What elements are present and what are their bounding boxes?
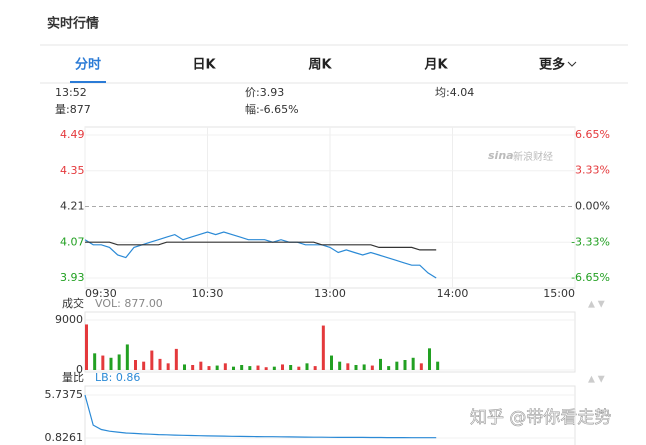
y-tick-label: 0.8261 xyxy=(45,431,84,444)
volume-bar xyxy=(125,344,129,370)
volume-bar xyxy=(142,361,146,370)
panel-subtitle: LB: 0.86 xyxy=(95,371,140,384)
volume-bar xyxy=(354,365,358,370)
quote-price: 价:3.93 xyxy=(245,86,284,99)
volume-bar xyxy=(419,363,423,370)
volume-bar xyxy=(264,367,268,370)
y2-tick-label: -6.65% xyxy=(571,271,610,284)
panel-subtitle: VOL: 877.00 xyxy=(95,297,163,310)
volume-bar xyxy=(370,365,374,370)
y-tick-label: 4.35 xyxy=(60,164,85,177)
y-tick-label: 9000 xyxy=(55,313,83,326)
panel-title: 成交 xyxy=(62,296,84,310)
y-tick-label: 4.07 xyxy=(60,235,85,248)
header-title: 实时行情 xyxy=(47,16,99,32)
x-tick-label: 09:30 xyxy=(85,287,117,300)
volume-bar xyxy=(289,365,293,370)
y2-tick-label: 3.33% xyxy=(575,164,610,177)
volume-bar xyxy=(403,360,407,370)
volume-bar xyxy=(248,366,252,370)
volume-bar xyxy=(166,363,170,370)
volume-bar xyxy=(85,324,88,370)
volume-bar xyxy=(215,365,219,370)
chevron xyxy=(567,61,577,67)
y-tick-label: 0 xyxy=(76,363,83,376)
x-tick-label: 15:00 xyxy=(543,287,575,300)
volume-bar xyxy=(321,325,325,370)
volume-bar xyxy=(297,366,301,370)
volume-bar xyxy=(330,355,333,370)
x-tick-label: 13:00 xyxy=(314,287,346,300)
y2-tick-label: 0.00% xyxy=(575,200,610,213)
volume-bar xyxy=(117,354,121,370)
watermark-brand: sina xyxy=(488,149,514,162)
volume-bar xyxy=(232,366,235,370)
volume-bar xyxy=(387,366,391,370)
x-tick-label: 14:00 xyxy=(437,287,469,300)
volume-bar xyxy=(256,365,260,370)
watermark-source: 新浪财经 xyxy=(513,150,553,163)
volume-bar xyxy=(362,364,366,370)
volume-bar xyxy=(272,366,276,370)
volume-bar xyxy=(207,366,211,370)
tab[interactable]: 日K xyxy=(192,58,216,73)
y2-tick-label: -3.33% xyxy=(571,235,610,248)
y2-tick-label: 6.65% xyxy=(575,128,610,141)
volume-bar xyxy=(240,365,244,370)
scroll-arrows: ▲ ▼ xyxy=(588,300,605,310)
volume-bar xyxy=(101,355,105,370)
y-tick-label: 4.49 xyxy=(60,128,85,141)
panel-title: 量比 xyxy=(62,371,84,384)
volume-bar xyxy=(338,361,342,370)
tab[interactable]: 更多 xyxy=(539,57,565,73)
tab[interactable]: 月K xyxy=(423,58,448,73)
line-series xyxy=(84,231,437,279)
quote-average: 均:4.04 xyxy=(435,86,474,99)
volume-bar xyxy=(183,364,186,370)
volume-bar xyxy=(199,361,203,370)
scroll-arrows: ▲ ▼ xyxy=(588,375,605,385)
line-series xyxy=(85,241,437,251)
volume-bar xyxy=(411,357,415,370)
volume-bar xyxy=(174,348,178,370)
volume-bar xyxy=(395,361,399,370)
volume-bar xyxy=(436,361,440,370)
volume-bar xyxy=(134,360,137,370)
quote-amplitude: 幅:-6.65% xyxy=(245,103,299,116)
quote-volume: 量:877 xyxy=(55,103,91,116)
volume-bar xyxy=(109,357,113,370)
volume-bar xyxy=(313,366,317,370)
volume-bar xyxy=(158,358,162,370)
y-tick-label: 5.7375 xyxy=(45,388,84,401)
plot-frame xyxy=(84,385,576,445)
volume-bar xyxy=(191,365,195,370)
volume-bar xyxy=(281,364,284,370)
x-tick-label: 10:30 xyxy=(192,287,224,300)
volume-bar xyxy=(150,350,154,370)
volume-bar xyxy=(223,363,227,370)
tab[interactable]: 周K xyxy=(308,58,332,73)
volume-bar xyxy=(428,348,431,370)
y-tick-label: 4.21 xyxy=(60,200,85,213)
watermark-credit: 知乎 @带你看走势 xyxy=(470,408,611,428)
volume-bar xyxy=(346,363,350,370)
volume-bar xyxy=(93,353,97,370)
volume-bar xyxy=(379,358,382,370)
tab[interactable]: 分时 xyxy=(75,57,101,73)
y-tick-label: 3.93 xyxy=(60,271,85,284)
line-series xyxy=(84,394,437,439)
volume-bar xyxy=(305,363,309,370)
quote-time: 13:52 xyxy=(55,86,87,99)
tab-underline xyxy=(70,81,106,83)
